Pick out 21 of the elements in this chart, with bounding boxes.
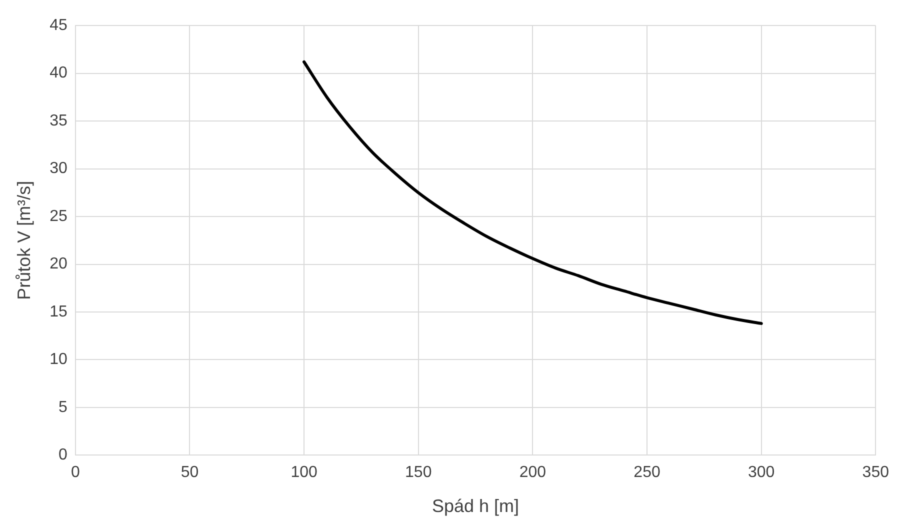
y-tick-label: 20 [50,256,68,273]
x-tick-label: 250 [634,464,660,482]
x-tick-label: 150 [405,464,432,482]
x-axis-title: Spád h [m] [432,496,520,516]
y-tick-label: 35 [50,112,68,130]
x-tick-label: 200 [519,464,546,482]
y-tick-label: 15 [50,303,68,320]
y-tick-label: 40 [50,64,68,82]
y-tick-label: 0 [58,446,68,464]
x-tick-label: 300 [748,464,775,482]
x-tick-label: 50 [180,464,199,482]
y-tick-label: 5 [58,398,68,416]
y-tick-label: 25 [50,208,68,225]
y-tick-label: 45 [50,17,68,34]
y-tick-label: 10 [50,351,68,368]
y-axis-title: Průtok V [m³/s] [14,180,34,300]
x-tick-label: 100 [290,464,318,482]
x-tick-label: 350 [862,464,890,482]
y-tick-label: 30 [50,160,68,178]
line-series [302,60,763,325]
x-tick-label: 0 [70,464,80,482]
